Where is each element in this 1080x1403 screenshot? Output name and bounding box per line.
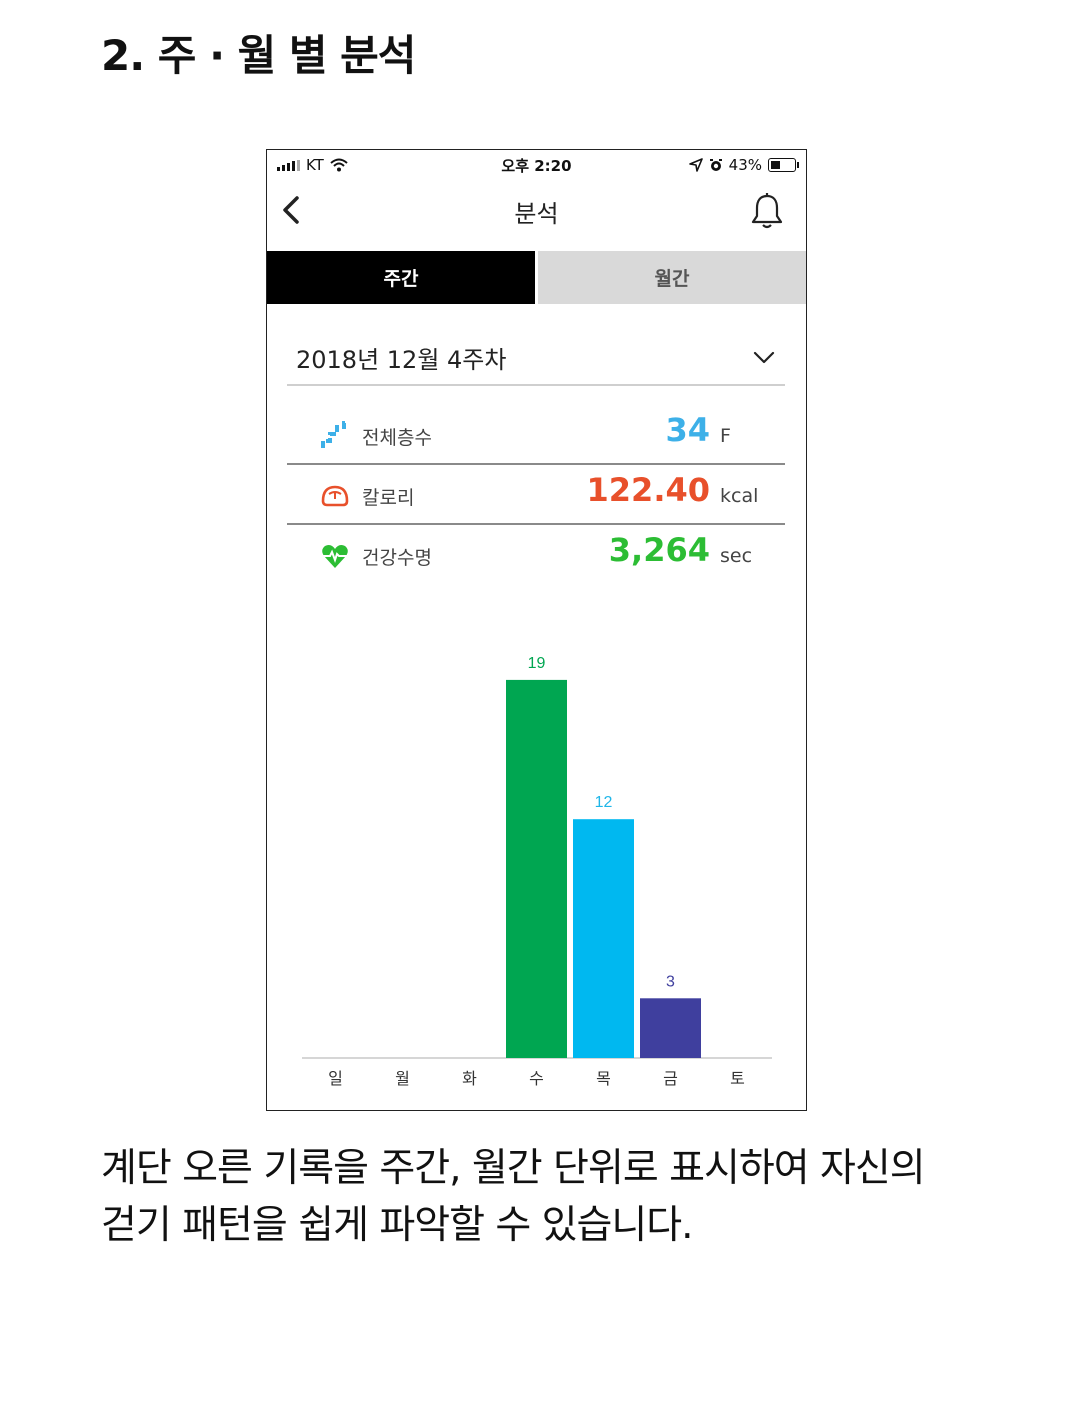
tab-weekly[interactable]: 주간 — [267, 251, 535, 304]
stat-value: 122.40 — [586, 471, 710, 509]
wifi-icon — [330, 158, 348, 172]
bar-value-label: 19 — [528, 655, 546, 672]
battery-percent: 43% — [728, 156, 762, 174]
bar-5 — [640, 998, 701, 1058]
stat-unit: kcal — [720, 485, 759, 507]
stat-unit: F — [720, 425, 731, 447]
stat-value: 3,264 — [608, 531, 710, 569]
x-tick-label: 화 — [462, 1069, 477, 1088]
stat-row-floors: 전체층수 34 F — [287, 403, 785, 465]
page-heading: 2. 주 · 월 별 분석 — [101, 31, 416, 80]
week-select-value: 2018년 12월 4주차 — [296, 346, 507, 374]
stat-row-healthy-life: 건강수명 3,264 sec — [287, 523, 785, 583]
stat-value: 34 — [665, 411, 710, 449]
stat-label: 전체층수 — [362, 427, 432, 449]
stat-label: 칼로리 — [362, 487, 415, 509]
caption-line: 계단 오른 기록을 주간, 월간 단위로 표시하여 자신의 — [101, 1146, 926, 1191]
heart-pulse-icon — [322, 545, 348, 568]
nav-bar: 분석 — [267, 180, 806, 250]
stat-row-calories: 칼로리 122.40 kcal — [287, 463, 785, 525]
phone-screenshot: KT 오후 2:20 43% 분석 — [266, 149, 807, 1111]
caption-text: 계단 오른 기록을 주간, 월간 단위로 표시하여 자신의 걷기 패턴을 쉽게 … — [101, 1140, 1001, 1254]
bell-icon[interactable] — [750, 192, 784, 230]
x-tick-label: 일 — [328, 1069, 343, 1088]
status-bar: KT 오후 2:20 43% — [267, 150, 806, 180]
x-tick-label: 토 — [730, 1069, 745, 1088]
chevron-left-icon[interactable] — [277, 190, 307, 230]
bar-3 — [506, 679, 567, 1058]
bar-value-label: 12 — [595, 794, 613, 811]
battery-icon — [768, 158, 799, 172]
stairs-icon — [321, 421, 347, 448]
period-tabs: 주간 월간 — [267, 251, 806, 304]
alarm-icon — [709, 159, 722, 171]
x-tick-label: 수 — [529, 1069, 544, 1088]
x-tick-label: 월 — [395, 1069, 410, 1088]
bar-4 — [573, 819, 634, 1058]
stat-label: 건강수명 — [362, 547, 432, 569]
nav-title: 분석 — [514, 200, 559, 228]
location-arrow-icon — [688, 158, 703, 172]
stat-unit: sec — [720, 545, 753, 567]
caption-line: 걷기 패턴을 쉽게 파악할 수 있습니다. — [101, 1203, 694, 1248]
status-time: 오후 2:20 — [501, 157, 572, 175]
x-tick-label: 금 — [663, 1069, 678, 1088]
tab-monthly[interactable]: 월간 — [538, 251, 806, 304]
week-select-dropdown[interactable]: 2018년 12월 4주차 — [287, 326, 785, 386]
signal-icon — [277, 159, 300, 171]
chevron-down-icon — [753, 351, 775, 364]
bar-chart-svg: 일 월 화 19 수 12 목 3 금 토 — [302, 655, 772, 1088]
carrier-label: KT — [306, 156, 324, 174]
x-tick-label: 목 — [596, 1069, 611, 1088]
bar-value-label: 3 — [666, 973, 675, 990]
weekly-bar-chart: 일 월 화 19 수 12 목 3 금 토 — [267, 620, 806, 1100]
scale-icon — [321, 485, 349, 507]
